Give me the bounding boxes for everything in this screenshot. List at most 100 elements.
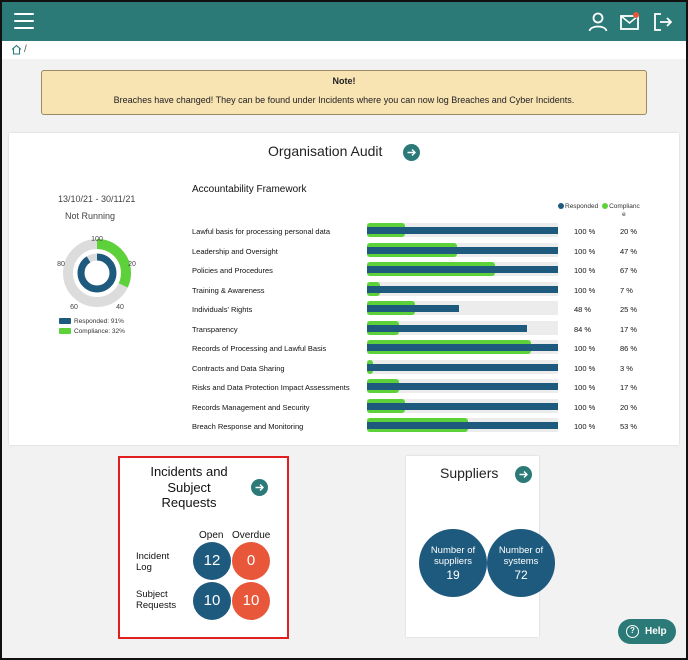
- subject-open-count[interactable]: 10: [193, 582, 231, 620]
- responded-swatch: [59, 318, 71, 324]
- responded-percent: 100 %: [574, 227, 596, 236]
- suppliers-count: 19: [446, 568, 460, 582]
- responded-percent: 100 %: [574, 266, 596, 275]
- overdue-column-header: Overdue: [232, 530, 271, 541]
- bar-chart-legend: Responded Complianc e: [558, 203, 647, 219]
- subject-requests-line1: Subject: [136, 589, 168, 600]
- framework-row-label: Records Management and Security: [192, 402, 310, 412]
- suppliers-label-line2: suppliers: [433, 556, 473, 567]
- framework-row-track: [367, 379, 558, 393]
- mail-badge: [633, 12, 639, 18]
- compliance-percent: 3 %: [620, 363, 633, 373]
- framework-row-label: Risks and Data Protection Impact Assessm…: [192, 383, 350, 392]
- chart-legend-responded: Responded: [565, 203, 599, 210]
- subject-requests-label: Subject Requests: [136, 589, 176, 611]
- chart-legend-compliance-a: Complianc: [609, 203, 640, 210]
- open-column-header: Open: [199, 530, 224, 541]
- incident-overdue-count[interactable]: 0: [232, 542, 270, 580]
- systems-label-line2: systems: [503, 556, 539, 567]
- audit-date-range: 13/10/21 - 30/11/21: [58, 194, 136, 204]
- logout-icon[interactable]: [652, 11, 674, 33]
- incidents-title-line3: Requests: [161, 495, 217, 510]
- incidents-title: Incidents and Subject Requests: [134, 464, 244, 511]
- responded-percent: 48 %: [574, 305, 592, 314]
- framework-row-label: Policies and Procedures: [192, 266, 273, 275]
- note-banner: Note! Breaches have changed! They can be…: [41, 70, 647, 115]
- breadcrumb: /: [2, 41, 686, 59]
- framework-row-track: [367, 398, 558, 413]
- framework-row-label: Leadership and Oversight: [192, 246, 278, 256]
- responded-percent: 100 %: [574, 383, 596, 392]
- subject-overdue-count[interactable]: 10: [232, 582, 270, 620]
- question-icon: ?: [626, 625, 639, 638]
- responded-bar: [367, 402, 558, 410]
- responded-percent: 100 %: [574, 402, 596, 412]
- mail-icon[interactable]: [619, 11, 641, 33]
- donut-legend: Responded: 91% Compliance: 32%: [59, 316, 125, 336]
- framework-row-track: [367, 418, 558, 432]
- responded-percent: 100 %: [574, 246, 596, 256]
- framework-row-label: Lawful basis for processing personal dat…: [192, 227, 330, 236]
- framework-row-track: [367, 301, 558, 315]
- incident-open-count[interactable]: 12: [193, 542, 231, 580]
- responded-bar: [367, 324, 528, 332]
- responded-percent: 84 %: [574, 324, 592, 334]
- incidents-title-line1: Incidents and: [150, 464, 228, 479]
- donut-responded-arc: [77, 253, 117, 293]
- responded-bar: [367, 266, 558, 273]
- responded-percent: 100 %: [574, 422, 596, 431]
- incident-log-label: Incident Log: [136, 551, 169, 573]
- help-button[interactable]: ? Help: [618, 619, 676, 644]
- suppliers-open-button[interactable]: [515, 466, 532, 483]
- responded-bar: [367, 422, 558, 429]
- donut-label-100: 100: [91, 236, 103, 243]
- framework-row-track: [367, 359, 558, 374]
- systems-count: 72: [514, 568, 528, 582]
- note-title: Note!: [332, 76, 356, 86]
- framework-row-track: [367, 223, 558, 237]
- responded-bar: [367, 246, 558, 254]
- number-of-suppliers[interactable]: Number of suppliers 19: [419, 529, 487, 597]
- help-label: Help: [645, 626, 667, 637]
- responded-dot: [558, 203, 564, 210]
- framework-row-label: Training & Awareness: [192, 285, 265, 295]
- incidents-title-line2: Subject: [167, 479, 211, 495]
- incidents-card: Incidents and Subject Requests Open Over…: [118, 456, 289, 639]
- incidents-open-button[interactable]: [251, 479, 268, 496]
- menu-icon[interactable]: [14, 13, 34, 29]
- audit-open-button[interactable]: [403, 144, 420, 161]
- suppliers-card: Suppliers Number of suppliers 19 Number o…: [406, 456, 555, 637]
- audit-donut-chart: 100 20 40 60 80: [57, 236, 136, 311]
- compliance-percent: 86 %: [620, 344, 638, 353]
- compliance-percent: 53 %: [620, 422, 638, 431]
- responded-bar: [367, 285, 558, 293]
- compliance-swatch: [59, 328, 71, 334]
- responded-bar: [367, 344, 558, 351]
- incident-log-line2: Log: [136, 562, 152, 573]
- compliance-percent: 17 %: [620, 383, 638, 392]
- compliance-percent: 17 %: [620, 324, 638, 334]
- framework-row-label: Records of Processing and Lawful Basis: [192, 344, 327, 353]
- legend-responded: Responded: 91%: [74, 317, 124, 325]
- responded-bar: [367, 227, 558, 234]
- number-of-systems[interactable]: Number of systems 72: [487, 529, 555, 597]
- framework-row-track: [367, 281, 558, 296]
- donut-label-20: 20: [128, 261, 136, 268]
- user-icon[interactable]: [587, 11, 609, 33]
- home-icon[interactable]: [11, 44, 22, 55]
- subject-requests-line2: Requests: [136, 600, 177, 611]
- framework-row-label: Contracts and Data Sharing: [192, 363, 285, 373]
- compliance-percent: 20 %: [620, 402, 638, 412]
- top-bar: [2, 2, 686, 41]
- donut-label-60: 60: [70, 304, 78, 311]
- chart-legend-compliance-b: e: [622, 211, 626, 218]
- note-message: Breaches have changed! They can be found…: [113, 95, 575, 105]
- framework-row-label: Breach Response and Monitoring: [192, 422, 304, 431]
- compliance-percent: 7 %: [620, 285, 633, 295]
- organisation-audit-card: Organisation Audit 13/10/21 - 30/11/21 N…: [9, 133, 679, 445]
- framework-row-track: [367, 320, 558, 335]
- audit-status: Not Running: [65, 211, 116, 221]
- framework-row-track: [367, 242, 558, 257]
- responded-percent: 100 %: [574, 344, 596, 353]
